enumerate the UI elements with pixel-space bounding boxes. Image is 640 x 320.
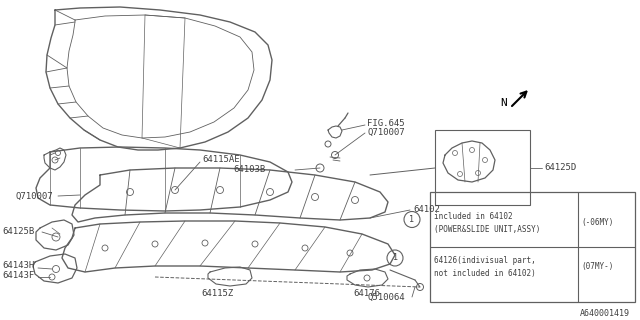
- Text: 64102: 64102: [413, 204, 440, 213]
- Text: A640001419: A640001419: [580, 309, 630, 318]
- Text: (POWER&SLIDE UNIT,ASSY): (POWER&SLIDE UNIT,ASSY): [434, 225, 540, 234]
- Text: included in 64102: included in 64102: [434, 212, 513, 221]
- Text: Q510064: Q510064: [368, 292, 406, 301]
- Text: Q710007: Q710007: [367, 127, 404, 137]
- Text: Q710007: Q710007: [15, 191, 52, 201]
- Text: 64115AE: 64115AE: [202, 156, 239, 164]
- Text: (-06MY): (-06MY): [582, 218, 614, 227]
- Text: not included in 64102): not included in 64102): [434, 269, 536, 278]
- Text: 64176: 64176: [353, 289, 380, 298]
- Text: 64126(indivisual part,: 64126(indivisual part,: [434, 256, 536, 265]
- Text: 64143H: 64143H: [2, 260, 35, 269]
- Text: 64103B: 64103B: [233, 165, 265, 174]
- Bar: [430, 192, 635, 302]
- Text: 1: 1: [410, 215, 415, 224]
- Text: 64115Z: 64115Z: [202, 289, 234, 298]
- Text: (07MY-): (07MY-): [582, 262, 614, 271]
- Text: N: N: [500, 98, 507, 108]
- Text: 1: 1: [392, 253, 397, 262]
- Text: 64125D: 64125D: [544, 164, 576, 172]
- Text: 64125B: 64125B: [2, 228, 35, 236]
- Text: FIG.645: FIG.645: [367, 119, 404, 129]
- Bar: [435, 130, 530, 205]
- Text: 64143F: 64143F: [2, 270, 35, 279]
